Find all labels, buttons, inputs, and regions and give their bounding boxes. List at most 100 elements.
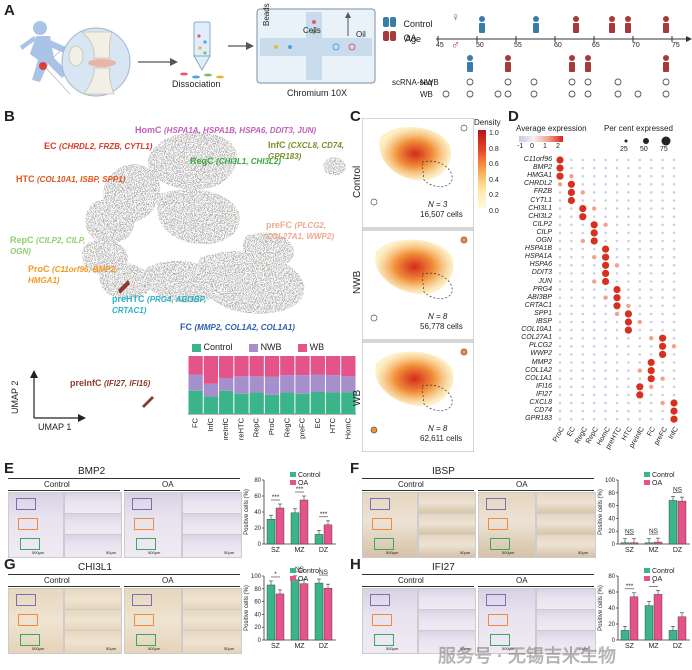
- watermark: 服务号 · 无锡吉米生物: [438, 646, 616, 666]
- dot-CILP-ProC: [558, 231, 562, 235]
- dotplot-gene-label: OGN: [536, 237, 552, 244]
- ihc-title-rule: [8, 574, 240, 575]
- dot-CHI3L2-HTC: [627, 215, 630, 218]
- ihc-control-zoom-sz: [64, 588, 122, 611]
- dot-CHI3L1-preInfC: [638, 207, 642, 210]
- cluster-label-htc: HTC (COL10A1, ISBP, SPP1): [16, 174, 126, 184]
- dotplot-gene-labels: C11orf96 BMP2 HMGA1 CHRDL2 FRZB CYTL1 CHI3L1 CH…: [508, 156, 554, 434]
- dot-ABI3BP-ProC: [558, 296, 562, 299]
- dot-OGN-preInfC: [638, 239, 642, 243]
- composition-bar-FC-NWB: [188, 374, 203, 391]
- dot-FRZB-InfC: [672, 191, 676, 194]
- dot-CRTAC1-HomC: [604, 304, 607, 308]
- dot-C11orf96-preFC: [661, 158, 664, 162]
- dot-HSPA1B-ProC: [558, 247, 562, 251]
- ihc-scale-50-oa: 50μm: [224, 646, 235, 651]
- y-tick-label: 40: [254, 612, 261, 618]
- dot-ABI3BP-preInfC: [638, 296, 642, 299]
- dot-PLCG2-InfC: [671, 344, 677, 349]
- dotplot-gene-label: CD74: [534, 407, 552, 415]
- bar-MZ-OA: [299, 583, 309, 641]
- dotplot-gene-label: CHI3L1: [528, 204, 552, 212]
- dot-HSPA6-InfC: [672, 264, 676, 267]
- dot-COL27A1-preFC: [659, 334, 667, 342]
- dot-HMGA1-RepC: [592, 174, 596, 178]
- dot-FRZB-HomC: [604, 191, 607, 194]
- dot-GPR183-ProC: [558, 417, 562, 421]
- ihc-roi-mz: [18, 614, 38, 626]
- dot-COL27A1-FC: [649, 336, 654, 341]
- dot-JUN-RegC: [581, 280, 585, 283]
- dot-COL1A1-HTC: [627, 377, 630, 380]
- x-tick-label: DZ: [319, 643, 329, 650]
- legend-swatch-Control: [290, 472, 296, 477]
- beads-label: Beads: [262, 3, 271, 26]
- density-colorbar: [478, 130, 486, 208]
- dot-CYTL1-ProC: [558, 199, 562, 202]
- ihc-control-overview: [8, 588, 64, 654]
- dot-GPR183-RegC: [581, 417, 585, 421]
- dot-SPP1-preFC: [661, 312, 664, 316]
- dot-FRZB-HTC: [627, 191, 630, 194]
- y-tick-label: 100: [605, 478, 616, 484]
- dot-CD74-HomC: [604, 409, 607, 413]
- dot-HSPA1A-HTC: [627, 255, 630, 259]
- dot-HMGA1-preInfC: [638, 174, 642, 178]
- ihc-roi-dz-oa: [490, 634, 510, 646]
- dotplot-gene-label: BMP2: [532, 164, 552, 172]
- dot-COL27A1-preInfC: [638, 336, 642, 340]
- dotplot-gene-label: JUN: [538, 277, 552, 285]
- ihc-panel-F: IBSP Control OA 500μm 50μm 500μm 50μm 0 2…: [362, 466, 692, 560]
- dotplot-gene-label: MMP2: [531, 358, 552, 366]
- dot-GPR183-HTC: [627, 417, 630, 421]
- dot-C11orf96-RepC: [592, 158, 596, 162]
- bar-MZ-Control: [290, 579, 300, 641]
- dot-JUN-RepC: [592, 279, 597, 284]
- ihc-oa-zoom-dz: [536, 534, 596, 558]
- dot-JUN-ProC: [558, 280, 562, 283]
- dot-SPP1-RepC: [592, 312, 596, 316]
- dot-IFI27-HTC: [627, 393, 630, 397]
- cluster-label-prefc: preFC (PLCG2, COL27A1, WWP2): [266, 220, 335, 241]
- y-tick-label: 100: [251, 574, 262, 580]
- dot-MMP2-preFC: [661, 361, 664, 364]
- dot-CHI3L1-HTC: [627, 207, 630, 210]
- y-tick-label: 20: [608, 529, 615, 535]
- dot-ABI3BP-FC: [649, 296, 653, 299]
- dot-WWP2-preFC: [659, 350, 667, 358]
- dot-COL10A1-EC: [570, 328, 573, 332]
- ihc-oa-zoom-mz: [182, 513, 242, 536]
- dot-HSPA6-FC: [649, 264, 653, 267]
- dot-COL10A1-HTC: [624, 326, 632, 334]
- y-tick-label: 20: [254, 625, 261, 631]
- dot-COL1A2-InfC: [672, 369, 676, 372]
- dot-CHI3L1-InfC: [672, 207, 676, 210]
- dot-CHI3L2-preInfC: [638, 215, 642, 218]
- dot-IBSP-InfC: [672, 320, 676, 324]
- dotplot-gene-label: CHRDL2: [523, 180, 552, 188]
- y-tick-label: 20: [254, 526, 261, 532]
- composition-tick-label: preFC: [298, 417, 307, 438]
- dot-CHI3L2-ProC: [558, 215, 562, 218]
- composition-bar-preFC-WB: [295, 356, 310, 376]
- dot-GPR183-preFC: [661, 417, 664, 421]
- dot-SPP1-HomC: [604, 312, 607, 316]
- dot-COL10A1-preInfC: [638, 328, 642, 332]
- dot-CHRDL2-ProC: [557, 182, 563, 187]
- y-tick-label: 40: [608, 516, 615, 522]
- composition-bar-ProC-NWB: [264, 376, 280, 395]
- bar-MZ-OA: [653, 594, 663, 641]
- dotplot-gene-label: DDIT3: [531, 269, 552, 277]
- legend-swatch-OA: [290, 576, 296, 581]
- ihc-control-rule: [8, 490, 120, 491]
- dot-MMP2-preInfC: [638, 361, 642, 364]
- legend-swatch-Control: [644, 472, 650, 477]
- dot-IBSP-EC: [570, 320, 573, 324]
- dot-CILP2-FC: [649, 223, 653, 227]
- panel-label-a: A: [4, 2, 15, 19]
- dot-DDIT3-EC: [570, 272, 573, 275]
- dot-WWP2-HomC: [604, 353, 607, 356]
- dot-BMP2-preFC: [661, 166, 664, 170]
- cluster-label-preinfc: preInfC (IFI27, IFI16): [70, 378, 151, 388]
- dotplot-gene-label: C11orf96: [523, 156, 552, 163]
